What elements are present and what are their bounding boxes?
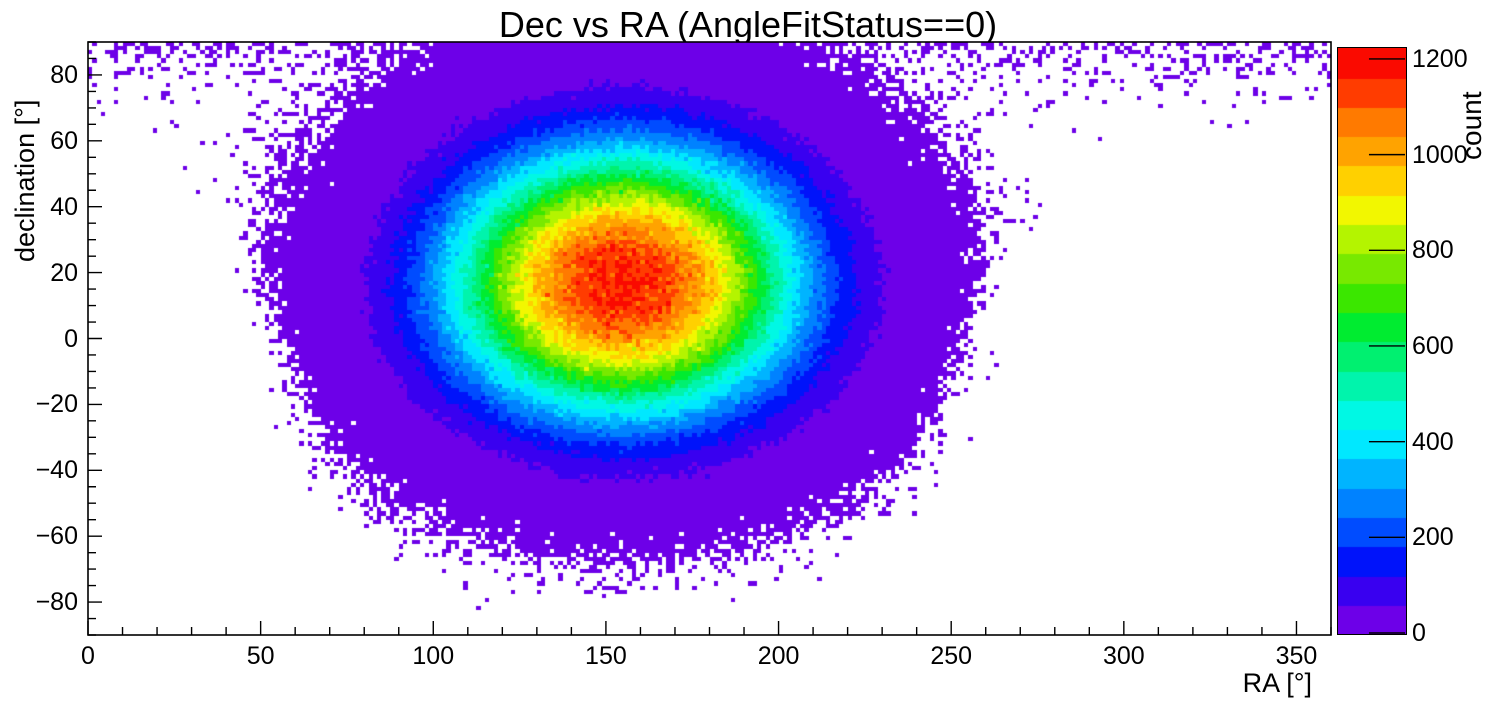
colorbar-tick-label: 1200: [1412, 44, 1468, 73]
y-tick-label: 60: [50, 126, 78, 155]
x-axis-title: RA [°]: [1242, 668, 1312, 698]
y-tick-label: −40: [35, 456, 78, 485]
x-tick-label: 200: [757, 642, 800, 670]
x-tick-label: 250: [930, 642, 973, 670]
colorbar-tick-label: 400: [1412, 427, 1454, 456]
x-tick-label: 50: [246, 642, 275, 670]
x-tick-label: 300: [1102, 642, 1145, 670]
x-tick-label: 150: [585, 642, 627, 670]
colorbar-tick-label: 800: [1412, 236, 1454, 265]
y-tick-label: 0: [64, 324, 78, 353]
y-axis-title: declination [°]: [10, 99, 40, 262]
y-tick-label: −80: [35, 588, 78, 617]
y-tick-label: −20: [35, 390, 78, 419]
heatmap-canvas: [88, 42, 1331, 635]
colorbar-tick-label: 600: [1412, 331, 1454, 360]
y-tick-label: −60: [35, 522, 78, 551]
colorbar-title: count: [1456, 91, 1487, 161]
x-tick-label: 100: [412, 642, 455, 670]
colorbar-tick-label: 200: [1412, 523, 1454, 552]
colorbar-tick-label: 1000: [1412, 140, 1468, 169]
x-tick-label: 350: [1275, 642, 1318, 670]
colorbar-tick-label: 0: [1412, 619, 1426, 647]
y-tick-label: 80: [50, 60, 78, 89]
y-tick-label: 40: [50, 192, 78, 221]
y-tick-label: 20: [50, 258, 78, 287]
colorbar: [1337, 47, 1407, 635]
x-tick-label: 0: [81, 642, 95, 670]
chart-title: Dec vs RA (AngleFitStatus==0): [498, 4, 998, 45]
